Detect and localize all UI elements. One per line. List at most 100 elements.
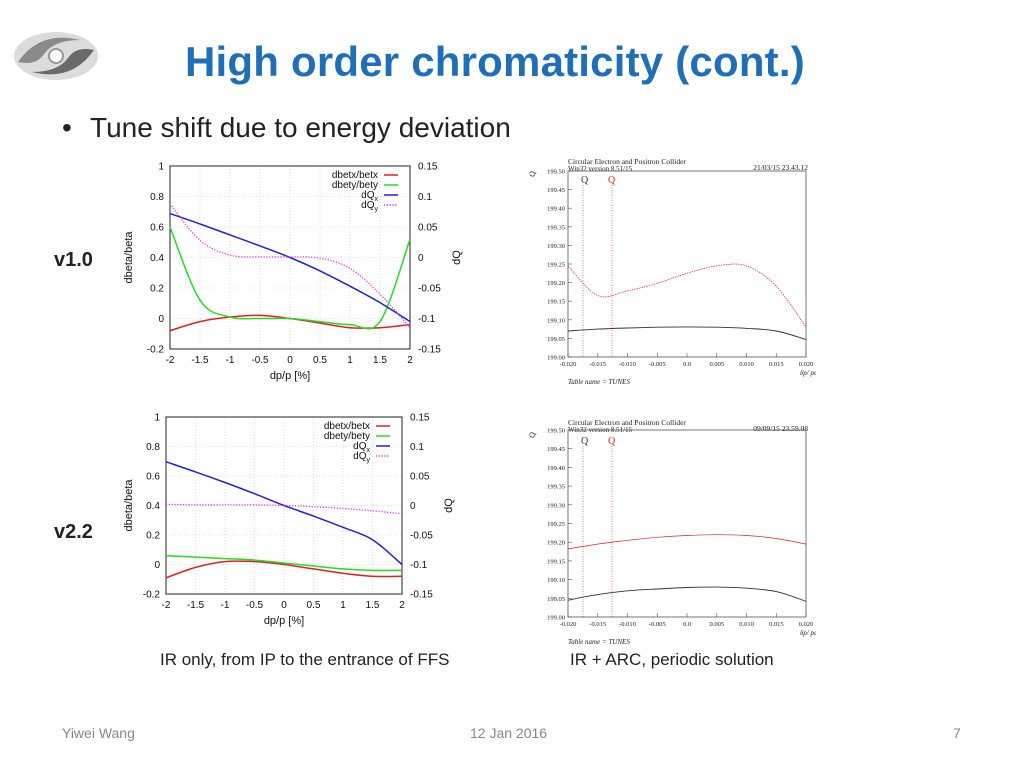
x-tick-label: -0.5 [251, 355, 269, 366]
mad-x-tick-label: 0.020 [799, 621, 814, 628]
bullet-item: • Tune shift due to energy deviation [62, 112, 511, 144]
bullet-text: Tune shift due to energy deviation [90, 112, 511, 143]
mad-timestamp: 09/09/15 23.59.08 [753, 424, 808, 433]
mad-y-tick-label: 199.25 [547, 262, 565, 269]
x-tick-label: -0.5 [246, 600, 264, 611]
y2-tick-label: 0.15 [410, 413, 430, 424]
mad-y-tick-label: 199.40 [547, 465, 565, 472]
row-label-v2: v2.2 [54, 521, 93, 543]
y-tick-label: 0.2 [146, 531, 160, 542]
y2-axis-label: dQ [443, 498, 455, 513]
x-tick-label: -1 [226, 355, 235, 366]
mad-x-tick-label: -0.015 [589, 621, 606, 628]
mad-y-label: Q [528, 171, 537, 177]
mad-x-tick-label: -0.010 [619, 361, 636, 368]
mad-y-tick-label: 199.35 [547, 224, 565, 231]
x-tick-label: 1 [347, 355, 353, 366]
y-tick-label: -0.2 [143, 590, 161, 601]
footer-author: Yiwei Wang [62, 725, 135, 741]
mad-table-name: Table name = TUNES [568, 378, 630, 386]
x-tick-label: 0 [281, 600, 287, 611]
x-tick-label: 1.5 [366, 600, 380, 611]
y2-axis-label: dQ [451, 250, 463, 265]
y-tick-label: 1 [154, 413, 160, 424]
x-tick-label: -1.5 [187, 600, 205, 611]
series-line-dQy [169, 203, 411, 329]
x-tick-label: 1.5 [373, 355, 387, 366]
mad-x-tick-label: 0.010 [739, 361, 754, 368]
y-tick-label: 0.4 [150, 253, 164, 264]
mad-x-tick-label: 0.010 [739, 621, 754, 628]
legend-label: dbetx/betx [332, 170, 378, 181]
mad-x-tick-label: -0.020 [560, 361, 577, 368]
mad-y-tick-label: 199.45 [547, 187, 565, 194]
y2-tick-label: -0.1 [410, 560, 428, 571]
plot-frame [169, 165, 411, 350]
y2-tick-label: 0.1 [418, 192, 432, 203]
series-line-dQy [165, 503, 403, 515]
y2-tick-label: -0.15 [410, 590, 433, 601]
mad-x-tick-label: 0.0 [683, 621, 691, 628]
y-tick-label: 0.8 [146, 442, 160, 453]
caption-right: IR + ARC, periodic solution [570, 650, 774, 669]
mad-x-tick-label: -0.005 [649, 361, 666, 368]
mad-y-tick-label: 199.20 [547, 280, 565, 287]
mad-y-tick-label: 199.50 [547, 169, 565, 176]
x-tick-label: -1 [221, 600, 230, 611]
y-tick-label: 0.6 [150, 223, 164, 234]
mad-x-tick-label: -0.020 [560, 621, 577, 628]
series-line-dbety [169, 226, 411, 330]
plot-frame [165, 416, 403, 595]
y-tick-label: 0.8 [150, 192, 164, 203]
mad-y-tick-label: 199.15 [547, 558, 565, 565]
y2-tick-label: -0.05 [418, 284, 441, 295]
mad-legend-qx: Q [581, 175, 589, 186]
mad-legend-qx: Q [581, 436, 589, 447]
mad-y-tick-label: 199.15 [547, 299, 565, 306]
y2-tick-label: 0.05 [410, 472, 430, 483]
chart-v1-ir: -2 -1.5 -1 -0.5 0 0.5 1 1.5 2 -0.2 0 0.2 0.4 0.6 0.8 1 -… [123, 162, 463, 383]
mad-series-qx [567, 326, 807, 340]
mad-legend-qy: Q [608, 436, 616, 447]
y-axis-label: dbeta/beta [123, 231, 135, 284]
mad-x-tick-label: 0.015 [769, 361, 784, 368]
mad-x-tick-label: 0.005 [709, 361, 724, 368]
x-tick-label: -2 [162, 600, 171, 611]
legend-label: dQx [361, 190, 378, 203]
y2-tick-label: 0.1 [410, 442, 424, 453]
y-tick-label: 0 [154, 560, 160, 571]
mad-x-label: δp/ pc [800, 629, 816, 637]
mad-series-qy [567, 534, 807, 550]
mad-y-tick-label: 199.30 [547, 243, 565, 250]
legend-label: dQx [353, 441, 370, 454]
mad-y-tick-label: 199.50 [547, 428, 565, 435]
mad-x-tick-label: -0.015 [589, 361, 606, 368]
institute-logo [10, 26, 102, 86]
y-tick-label: 0.6 [146, 472, 160, 483]
legend-label: dQy [353, 451, 370, 464]
mad-series-qy [567, 263, 807, 328]
legend-label: dbety/bety [324, 431, 370, 442]
mad-x-label: δp/ pc [800, 369, 816, 377]
x-tick-label: 0 [287, 355, 293, 366]
y2-tick-label: 0 [410, 501, 416, 512]
mad-y-tick-label: 199.35 [547, 484, 565, 491]
footer-date: 12 Jan 2016 [470, 725, 548, 741]
mad-table-name: Table name = TUNES [568, 638, 630, 646]
mad-y-label: Q [528, 432, 537, 438]
series-line-dbetx [165, 560, 403, 579]
mad-x-tick-label: 0.015 [769, 621, 784, 628]
mad-x-tick-label: 0.0 [683, 361, 691, 368]
legend-label: dbetx/betx [324, 421, 370, 432]
y2-tick-label: -0.1 [418, 314, 436, 325]
y-tick-label: -0.2 [147, 345, 165, 356]
mad-y-tick-label: 199.10 [547, 317, 565, 324]
mad-y-tick-label: 199.00 [547, 355, 565, 362]
mad-header-version: Win32 version 8.51/15 [568, 165, 633, 173]
x-tick-label: -2 [166, 355, 175, 366]
y-axis-label: dbeta/beta [123, 479, 135, 532]
mad-legend-qy: Q [608, 175, 616, 186]
y-tick-label: 0.4 [146, 501, 160, 512]
mad-x-tick-label: 0.005 [709, 621, 724, 628]
y2-tick-label: 0.05 [418, 223, 438, 234]
